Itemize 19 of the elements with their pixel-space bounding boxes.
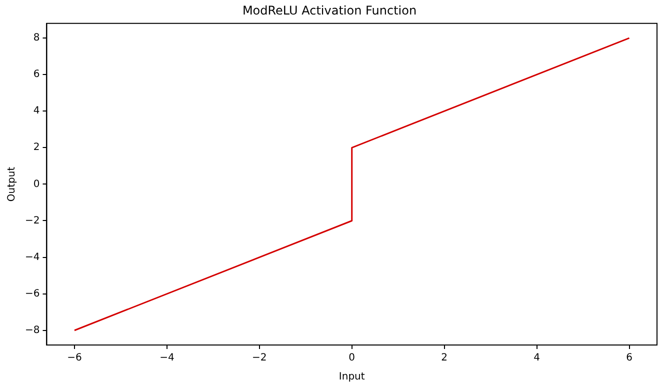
y-axis-title: Output bbox=[6, 166, 18, 202]
y-tick-label: 2 bbox=[33, 142, 40, 154]
y-tick-label: 4 bbox=[33, 106, 40, 117]
x-tick-label: 2 bbox=[441, 352, 448, 364]
x-tick-label: −6 bbox=[67, 352, 82, 364]
y-tick-label: −6 bbox=[24, 288, 40, 300]
y-tick-label: 0 bbox=[33, 178, 40, 190]
y-tick-label: 6 bbox=[33, 69, 40, 80]
x-tick-label: 6 bbox=[626, 352, 632, 364]
x-tick-label: 0 bbox=[348, 352, 356, 364]
x-tick-label: −4 bbox=[160, 352, 174, 364]
x-tick-label: 4 bbox=[534, 352, 540, 364]
x-tick-label: −2 bbox=[252, 352, 267, 364]
chart-title: ModReLU Activation Function bbox=[242, 3, 417, 18]
y-tick-label: 8 bbox=[33, 32, 40, 44]
y-tick-label: −4 bbox=[24, 252, 40, 263]
y-tick-label: −8 bbox=[24, 324, 40, 336]
y-tick-label: −2 bbox=[24, 215, 40, 226]
x-axis-title: Input bbox=[338, 372, 365, 383]
